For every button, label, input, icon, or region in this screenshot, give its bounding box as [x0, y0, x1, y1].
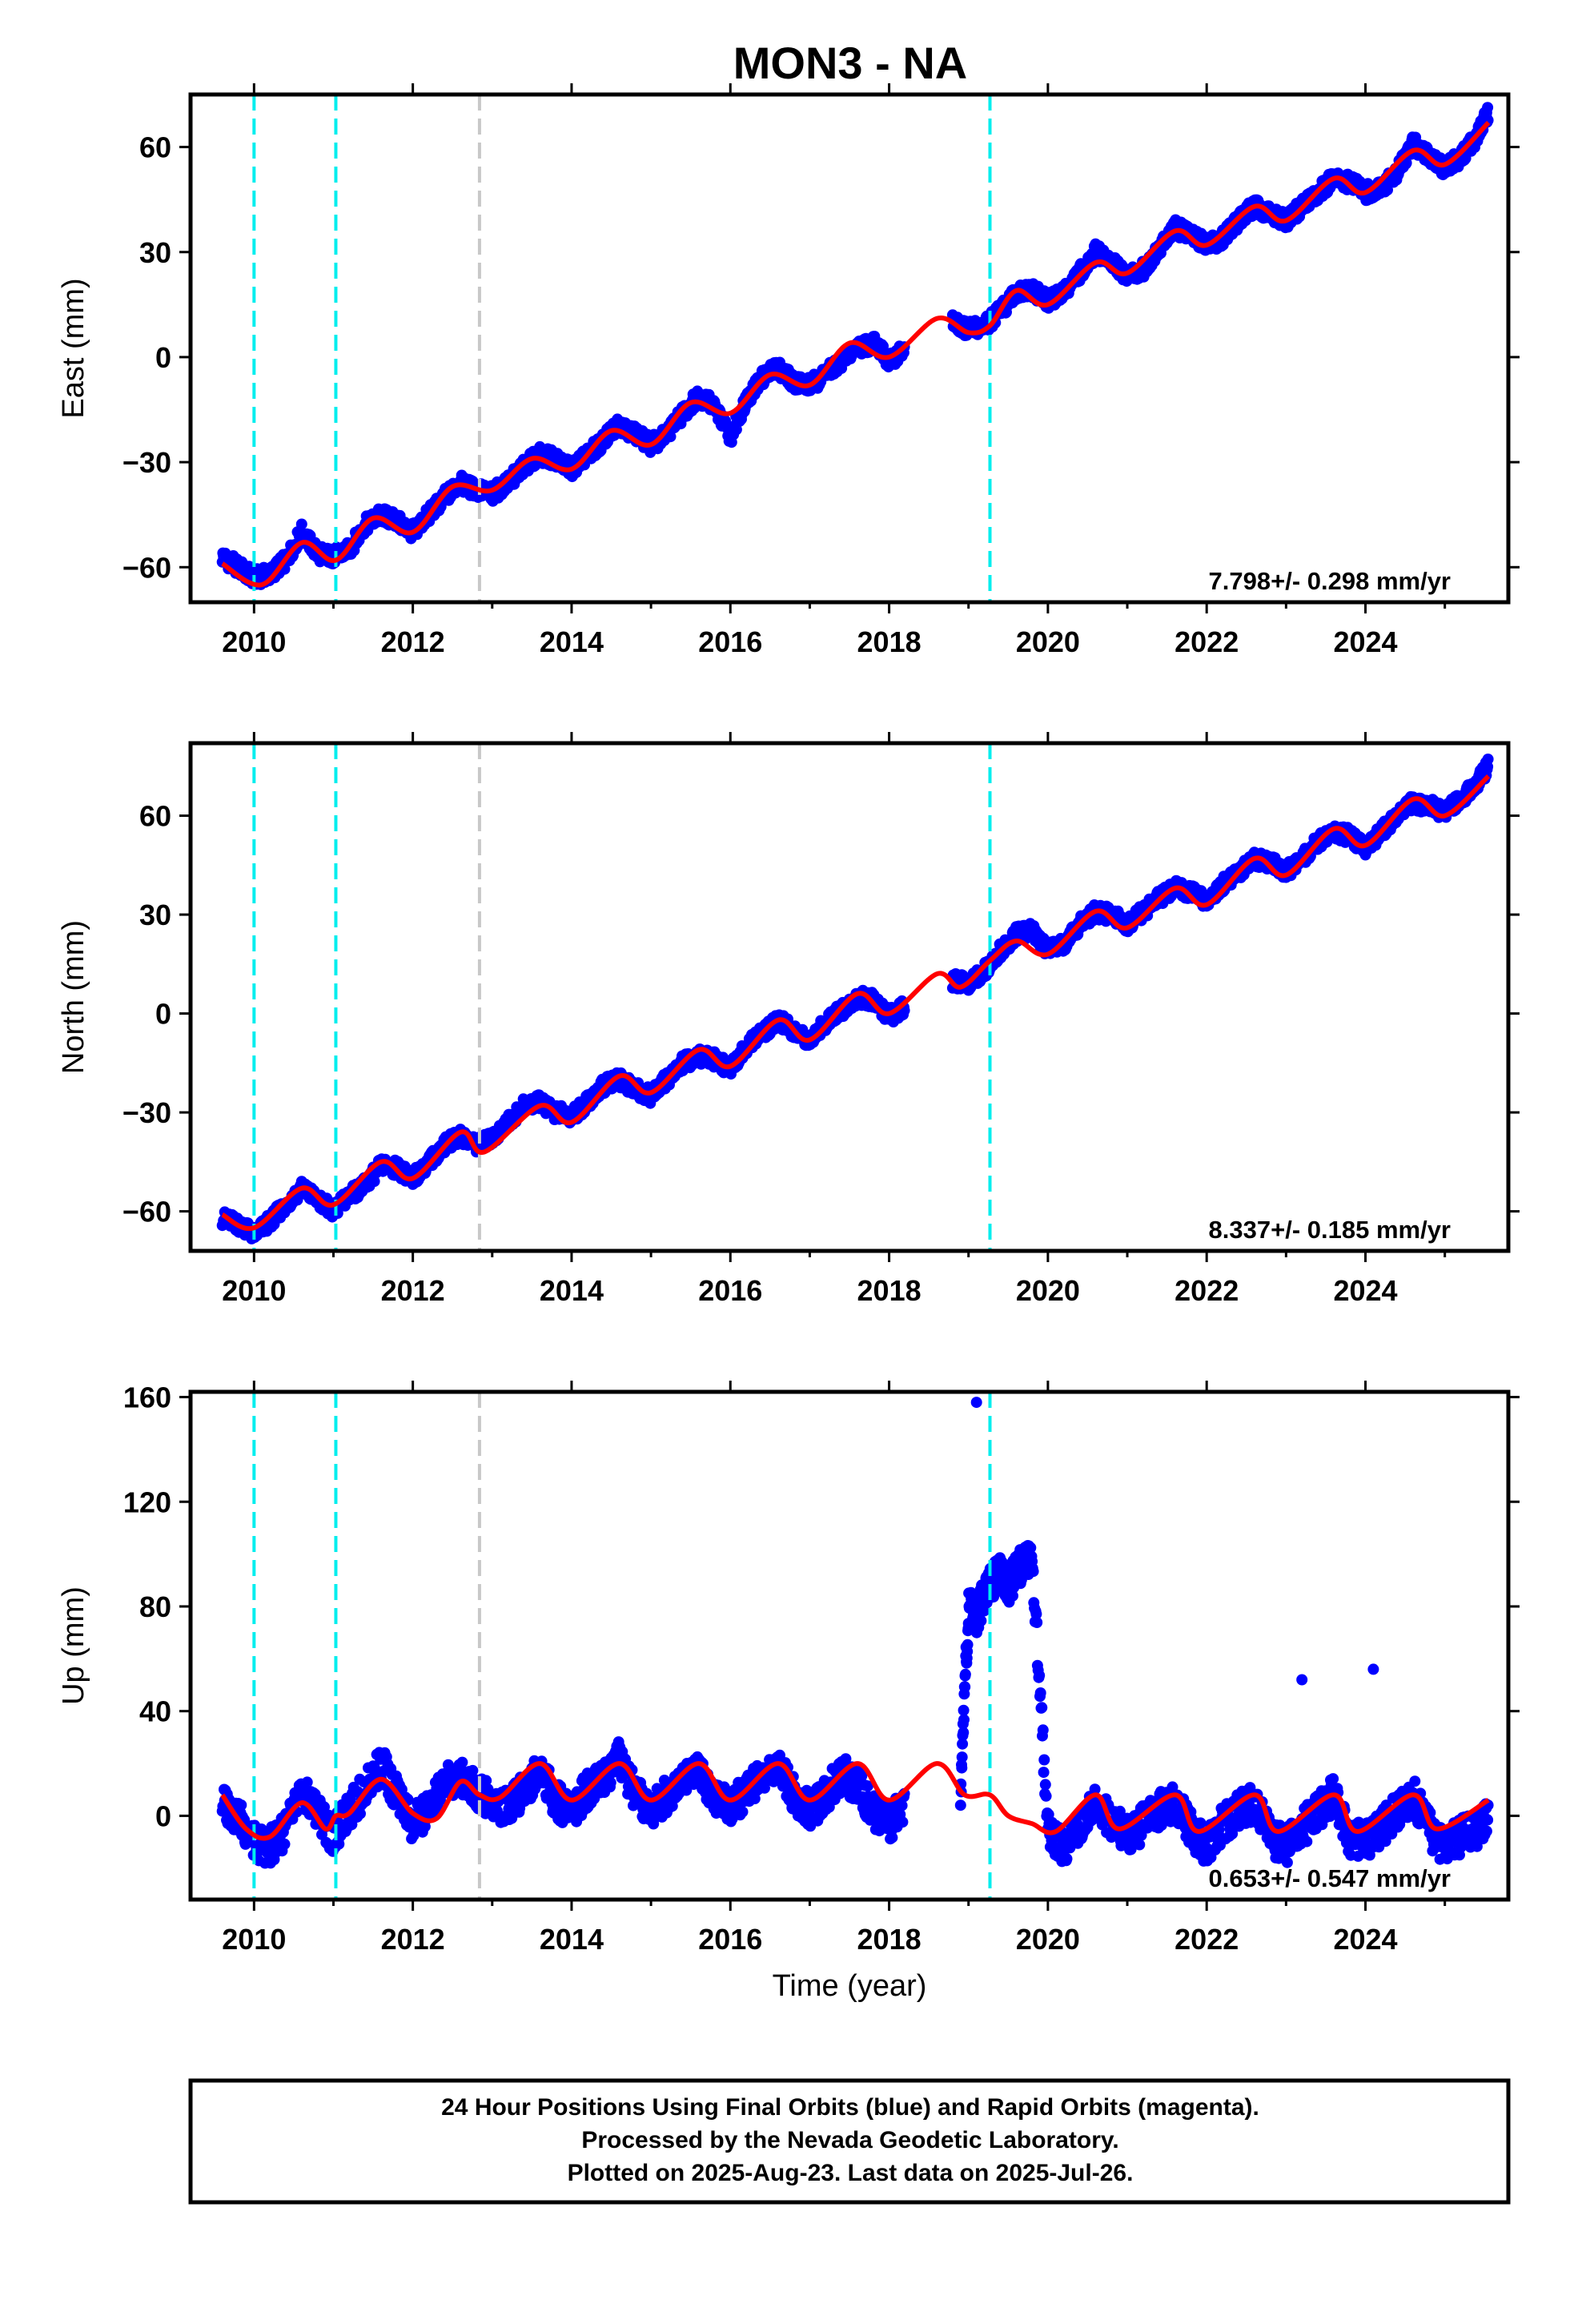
y-tick-label: −60	[122, 551, 171, 584]
y-tick-label: 0	[155, 341, 171, 374]
data-point	[235, 1799, 247, 1811]
data-point	[368, 1176, 380, 1188]
data-point	[355, 1807, 366, 1819]
north-panel: −60 −30 0 30 60 2010 2012 2014 2016 2018 2020 2022 2…	[57, 732, 1520, 1307]
x-tick-label: 2018	[857, 625, 921, 658]
x-tick-label: 2012	[381, 625, 445, 658]
x-tick-label: 2022	[1174, 1274, 1239, 1307]
x-tick-label: 2014	[540, 1274, 604, 1307]
y-axis-label: North (mm)	[57, 920, 90, 1074]
y-tick-label: 0	[155, 998, 171, 1031]
x-tick-label: 2016	[698, 625, 762, 658]
x-tick-label: 2020	[1016, 625, 1080, 658]
data-point	[456, 1756, 468, 1768]
plot-area	[216, 1392, 1494, 1900]
x-tick-label: 2020	[1016, 1274, 1080, 1307]
x-tick-label: 2024	[1333, 625, 1397, 658]
plot-area	[216, 94, 1494, 602]
data-point	[1382, 184, 1393, 196]
data-point	[1482, 102, 1494, 114]
data-point	[467, 1764, 479, 1776]
data-point	[301, 1776, 313, 1788]
x-tick-label: 2010	[222, 1274, 286, 1307]
chart-title: MON3 - NA	[733, 38, 967, 88]
y-tick-label: 30	[139, 236, 171, 269]
data-point	[1482, 754, 1494, 765]
data-point	[648, 1818, 660, 1830]
x-tick-label: 2010	[222, 625, 286, 658]
x-tick-label: 2014	[540, 625, 604, 658]
data-point	[604, 1776, 616, 1788]
y-tick-label: −60	[122, 1196, 171, 1228]
y-tick-label: −30	[122, 446, 171, 479]
y-tick-label: 30	[139, 899, 171, 931]
data-point	[279, 1838, 291, 1850]
data-point	[333, 1838, 345, 1850]
x-tick-label: 2024	[1333, 1274, 1397, 1307]
data-point	[295, 518, 307, 530]
east-panel: −60 −30 0 30 60 2010 2012 2014 2016 2018 2020 2022 2…	[57, 83, 1520, 658]
y-tick-label: 60	[139, 131, 171, 164]
plot-area	[216, 743, 1494, 1251]
model-fit-line	[221, 120, 1491, 588]
velocity-label: 7.798+/- 0.298 mm/yr	[1209, 567, 1451, 595]
data-point	[737, 1806, 749, 1818]
x-tick-label: 2016	[698, 1274, 762, 1307]
plot-frame	[188, 741, 1511, 1253]
y-tick-label: −30	[122, 1096, 171, 1129]
model-fit-line	[221, 774, 1491, 1232]
y-axis-label: East (mm)	[57, 278, 90, 418]
x-tick-label: 2012	[381, 1274, 445, 1307]
velocity-label: 8.337+/- 0.185 mm/yr	[1209, 1216, 1451, 1244]
plot-frame	[188, 92, 1511, 605]
data-point	[480, 1775, 492, 1787]
x-tick-label: 2022	[1174, 625, 1239, 658]
x-tick-label: 2018	[857, 1274, 921, 1307]
y-tick-label: 60	[139, 800, 171, 833]
